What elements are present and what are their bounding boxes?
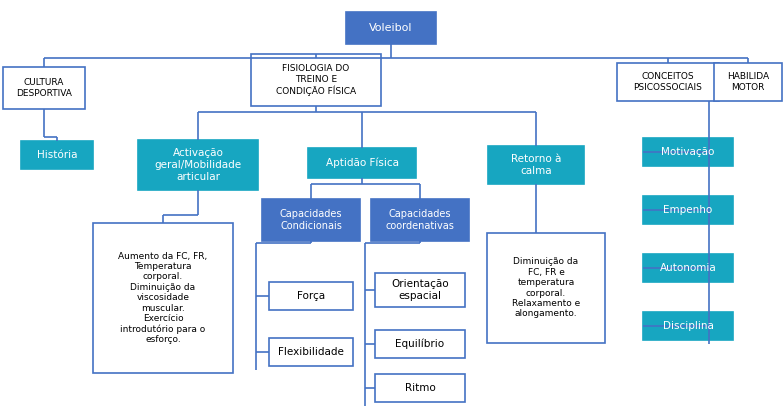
FancyBboxPatch shape: [269, 338, 353, 366]
Text: Disciplina: Disciplina: [662, 321, 713, 331]
Text: FISIOLOGIA DO
TREINO E
CONDIÇÃO FÍSICA: FISIOLOGIA DO TREINO E CONDIÇÃO FÍSICA: [276, 64, 356, 96]
Text: Flexibilidade: Flexibilidade: [278, 347, 344, 357]
Text: HABILIDA
MOTOR: HABILIDA MOTOR: [727, 72, 769, 92]
Text: CULTURA
DESPORTIVA: CULTURA DESPORTIVA: [16, 78, 72, 98]
FancyBboxPatch shape: [3, 67, 85, 109]
FancyBboxPatch shape: [643, 138, 733, 166]
FancyBboxPatch shape: [346, 12, 436, 44]
FancyBboxPatch shape: [488, 146, 584, 184]
FancyBboxPatch shape: [487, 233, 605, 343]
FancyBboxPatch shape: [375, 374, 465, 402]
Text: Capacidades
coordenativas: Capacidades coordenativas: [385, 209, 454, 231]
FancyBboxPatch shape: [714, 63, 782, 101]
Text: Voleibol: Voleibol: [370, 23, 413, 33]
FancyBboxPatch shape: [262, 199, 360, 241]
FancyBboxPatch shape: [251, 54, 381, 106]
Text: Activação
geral/Mobilidade
articular: Activação geral/Mobilidade articular: [154, 149, 242, 182]
Text: Aptidão Física: Aptidão Física: [326, 158, 399, 168]
FancyBboxPatch shape: [375, 273, 465, 307]
FancyBboxPatch shape: [375, 330, 465, 358]
FancyBboxPatch shape: [643, 254, 733, 282]
FancyBboxPatch shape: [643, 196, 733, 224]
FancyBboxPatch shape: [371, 199, 469, 241]
FancyBboxPatch shape: [269, 282, 353, 310]
Text: Força: Força: [297, 291, 325, 301]
Text: Ritmo: Ritmo: [405, 383, 435, 393]
Text: Aumento da FC, FR,
Temperatura
corporal.
Diminuição da
viscosidade
muscular.
Exe: Aumento da FC, FR, Temperatura corporal.…: [118, 252, 207, 344]
Text: História: História: [37, 150, 78, 160]
Text: Empenho: Empenho: [663, 205, 713, 215]
Text: Capacidades
Condicionais: Capacidades Condicionais: [280, 209, 342, 231]
FancyBboxPatch shape: [308, 148, 416, 178]
Text: Autonomia: Autonomia: [659, 263, 716, 273]
Text: Motivação: Motivação: [662, 147, 715, 157]
Text: Diminuição da
FC, FR e
temperatura
corporal.
Relaxamento e
alongamento.: Diminuição da FC, FR e temperatura corpo…: [512, 258, 580, 319]
FancyBboxPatch shape: [617, 63, 719, 101]
FancyBboxPatch shape: [93, 223, 233, 373]
FancyBboxPatch shape: [21, 141, 93, 169]
Text: CONCEITOS
PSICOSSOCIAIS: CONCEITOS PSICOSSOCIAIS: [633, 72, 702, 92]
FancyBboxPatch shape: [643, 312, 733, 340]
FancyBboxPatch shape: [138, 140, 258, 190]
Text: Orientação
espacial: Orientação espacial: [392, 279, 449, 301]
Text: Equilíbrio: Equilíbrio: [395, 339, 445, 349]
Text: Retorno à
calma: Retorno à calma: [511, 154, 561, 176]
